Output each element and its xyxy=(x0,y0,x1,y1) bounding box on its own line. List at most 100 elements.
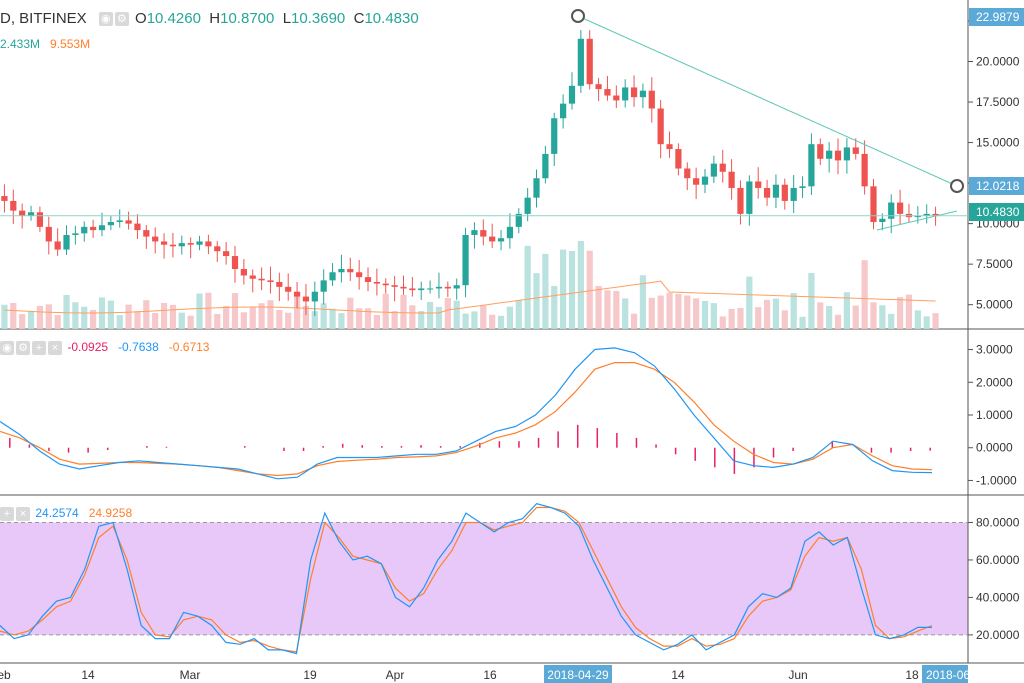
candle-body xyxy=(134,223,141,231)
volume-value-1: 2.433M xyxy=(0,37,41,51)
volume-legend: 2.433M 9.553M xyxy=(0,37,90,51)
volume-bar xyxy=(755,307,762,329)
candle-body xyxy=(462,234,469,286)
axes: 22.500020.000017.500015.000012.500010.00… xyxy=(0,8,1024,683)
candle-body xyxy=(240,269,247,276)
volume-bar xyxy=(675,293,682,329)
volume-bar xyxy=(728,308,735,329)
candle-body xyxy=(489,236,496,242)
volume-bar xyxy=(152,313,159,329)
volume-bar xyxy=(781,310,788,329)
close-value: 10.4830 xyxy=(364,10,419,27)
volume-bar xyxy=(684,295,691,329)
volume-bar xyxy=(19,314,26,329)
stoch-axis-label: 40.0000 xyxy=(976,590,1020,604)
volume-bar xyxy=(693,298,700,329)
symbol-header: D, BITFINEX ◉ ⚙ O10.4260 H10.8700 L10.369… xyxy=(0,10,419,27)
candle-body xyxy=(285,286,292,292)
volume-bar xyxy=(418,311,425,329)
price-badge-trend-bg xyxy=(969,177,1024,195)
candle-body xyxy=(480,230,487,237)
volume-bar xyxy=(125,304,132,329)
volume-value-2: 9.553M xyxy=(50,37,91,51)
candle-body xyxy=(737,187,744,214)
candle-body xyxy=(888,202,895,219)
settings-icon[interactable]: ⚙ xyxy=(114,12,129,27)
candle-body xyxy=(648,90,655,109)
volume-bar xyxy=(231,293,239,329)
x-axis-label: Mar xyxy=(180,668,201,682)
candle-body xyxy=(595,84,602,90)
settings-icon[interactable]: ⚙ xyxy=(16,340,30,355)
volume-bar xyxy=(249,306,256,329)
candle-body xyxy=(657,108,664,145)
volume-bar xyxy=(879,305,886,329)
volume-bar xyxy=(799,316,806,329)
candle-body xyxy=(666,144,673,150)
candle-body xyxy=(834,150,842,161)
volume-bar xyxy=(214,313,221,329)
eye-icon[interactable]: ◉ xyxy=(98,12,113,27)
volume-bar xyxy=(276,309,283,329)
volume-bar xyxy=(196,293,203,329)
volume-bar xyxy=(10,302,17,329)
price-overlays xyxy=(0,9,968,231)
volume-bar xyxy=(36,305,44,329)
candle-body xyxy=(54,241,61,250)
candle-body xyxy=(710,163,717,177)
volume-bar xyxy=(347,297,354,329)
volume-bar xyxy=(338,313,345,329)
volume-bar xyxy=(551,286,558,329)
volume-bar xyxy=(914,310,921,329)
volume-bar xyxy=(630,313,638,329)
candle-body xyxy=(418,288,425,291)
close-icon[interactable]: × xyxy=(16,506,30,521)
low-value: 10.3690 xyxy=(291,10,346,27)
candle-body xyxy=(755,181,762,188)
price-badge-last-bg xyxy=(969,203,1024,221)
candle-body xyxy=(861,153,868,187)
candle-body xyxy=(693,178,700,185)
candle-body xyxy=(604,89,611,96)
volume-bar xyxy=(533,273,540,329)
candle-body xyxy=(808,144,815,187)
close-icon[interactable]: × xyxy=(48,340,62,355)
candle-body xyxy=(879,218,886,222)
stochastic-pane xyxy=(0,503,968,655)
volume-bar xyxy=(400,294,407,329)
volume-bar xyxy=(27,310,35,329)
volume-bar xyxy=(568,251,576,329)
plus-icon[interactable]: + xyxy=(32,340,46,355)
price-badge-trend: 12.0218 xyxy=(976,179,1020,193)
eye-icon[interactable]: ◉ xyxy=(0,340,14,355)
volume-bar xyxy=(285,312,292,329)
candle-body xyxy=(1,196,8,201)
volume-bar xyxy=(772,298,780,329)
volume-bar xyxy=(116,315,123,329)
candle-body xyxy=(116,220,123,222)
macd-legend: ◉ ⚙ + × -0.0925 -0.7638 -0.6713 xyxy=(0,340,209,355)
candle-body xyxy=(577,38,584,86)
x-axis-label: 14 xyxy=(81,668,95,682)
volume-bar xyxy=(409,305,416,329)
macd-value: -0.7638 xyxy=(118,340,159,354)
candle-body xyxy=(391,285,398,287)
volume-bar xyxy=(45,304,52,329)
candle-body xyxy=(10,200,17,211)
candle-body xyxy=(107,222,114,226)
open-label: O xyxy=(135,10,147,27)
trend-handle-circle xyxy=(950,179,964,193)
plus-icon[interactable]: + xyxy=(0,506,14,521)
candle-body xyxy=(560,103,567,119)
volume-bar xyxy=(817,302,824,329)
volume-bar xyxy=(808,273,815,329)
candle-body xyxy=(453,285,460,289)
price-badge-top: 22.9879 xyxy=(976,10,1020,24)
macd-axis-label: 2.0000 xyxy=(976,375,1013,389)
candle-body xyxy=(870,186,877,222)
candle-body xyxy=(471,230,478,235)
candle-body xyxy=(586,38,593,85)
volume-bar xyxy=(870,302,877,329)
candle-body xyxy=(267,280,274,282)
high-label: H xyxy=(209,10,221,27)
